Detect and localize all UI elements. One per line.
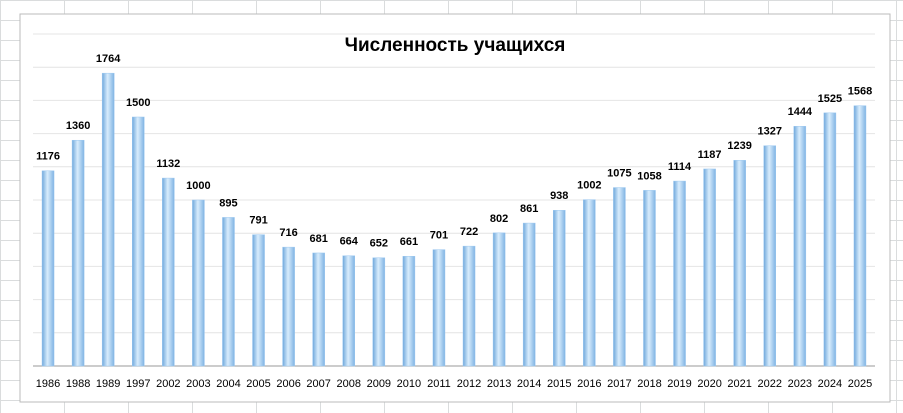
value-label: 652: [370, 238, 388, 250]
value-label: 1568: [848, 86, 872, 98]
x-tick-label: 2021: [727, 378, 751, 390]
bar: [101, 72, 115, 367]
x-tick-label: 2009: [367, 378, 391, 390]
x-tick-label: 2003: [186, 378, 210, 390]
bar: [583, 199, 596, 367]
bar: [492, 232, 506, 367]
x-tick-label: 2007: [306, 378, 330, 390]
value-label: 938: [550, 190, 568, 202]
value-label: 1360: [66, 120, 90, 132]
value-label: 1000: [186, 180, 210, 192]
bar: [192, 199, 205, 367]
chart-title: Численность учащихся: [345, 35, 566, 56]
x-tick-label: 2013: [487, 378, 511, 390]
value-label: 1132: [156, 158, 180, 170]
bar: [71, 139, 85, 367]
x-tick-label: 2025: [848, 378, 872, 390]
bar: [312, 252, 325, 367]
bar: [41, 170, 55, 367]
bar: [342, 255, 355, 367]
x-tick-label: 2018: [637, 378, 661, 390]
value-label: 716: [279, 227, 297, 239]
bar: [733, 160, 746, 367]
value-label: 895: [219, 197, 237, 209]
x-tick-label: 2020: [697, 378, 721, 390]
bar: [793, 126, 807, 367]
value-label: 791: [249, 215, 267, 227]
value-label: 1444: [788, 106, 813, 118]
value-label: 1500: [126, 97, 150, 109]
bar: [853, 105, 867, 367]
x-tick-label: 2002: [156, 378, 180, 390]
bar: [462, 245, 476, 367]
value-label: 1525: [818, 93, 842, 105]
bar: [643, 190, 656, 367]
x-tick-label: 1989: [96, 378, 120, 390]
value-label: 1176: [36, 151, 60, 163]
bar: [402, 256, 416, 367]
bar: [703, 168, 716, 367]
value-label: 1187: [698, 149, 722, 161]
value-label: 661: [400, 236, 418, 248]
value-label: 1114: [668, 161, 692, 173]
x-tick-label: 2005: [246, 378, 270, 390]
x-tick-label: 2011: [427, 378, 451, 390]
x-tick-label: 2006: [276, 378, 300, 390]
bar: [372, 257, 386, 367]
x-tick-label: 2008: [337, 378, 361, 390]
x-tick-label: 1997: [126, 378, 150, 390]
value-label: 1239: [727, 140, 751, 152]
x-tick-label: 2015: [547, 378, 571, 390]
x-tick-label: 2019: [667, 378, 691, 390]
value-label: 722: [460, 226, 478, 238]
chart-area: [19, 13, 891, 403]
x-tick-label: 2014: [517, 378, 541, 390]
value-label: 1327: [758, 126, 782, 138]
x-tick-label: 2023: [788, 378, 812, 390]
x-tick-label: 1988: [66, 378, 90, 390]
value-label: 1075: [607, 167, 631, 179]
value-label: 861: [520, 203, 538, 215]
x-tick-label: 1986: [36, 378, 60, 390]
x-tick-label: 2004: [216, 378, 240, 390]
value-label: 701: [430, 230, 448, 242]
bar: [222, 217, 235, 367]
x-tick-label: 2017: [607, 378, 631, 390]
value-label: 681: [309, 233, 327, 245]
x-tick-label: 2024: [818, 378, 842, 390]
bar: [132, 116, 145, 367]
value-label: 802: [490, 213, 508, 225]
x-tick-label: 2010: [397, 378, 421, 390]
bar: [553, 210, 566, 367]
bar: [613, 187, 626, 367]
bar: [162, 177, 175, 367]
value-label: 1002: [577, 180, 601, 192]
value-label: 1764: [96, 53, 121, 65]
value-label: 664: [340, 236, 359, 248]
x-tick-label: 2012: [457, 378, 481, 390]
bar: [673, 180, 686, 367]
bar: [282, 246, 295, 367]
bar: [823, 112, 837, 367]
x-tick-label: 2016: [577, 378, 601, 390]
bar: [763, 145, 776, 367]
x-tick-label: 2022: [758, 378, 782, 390]
bar: [252, 234, 265, 367]
value-label: 1058: [637, 170, 661, 182]
bar: [522, 222, 536, 367]
bar: [432, 249, 446, 367]
